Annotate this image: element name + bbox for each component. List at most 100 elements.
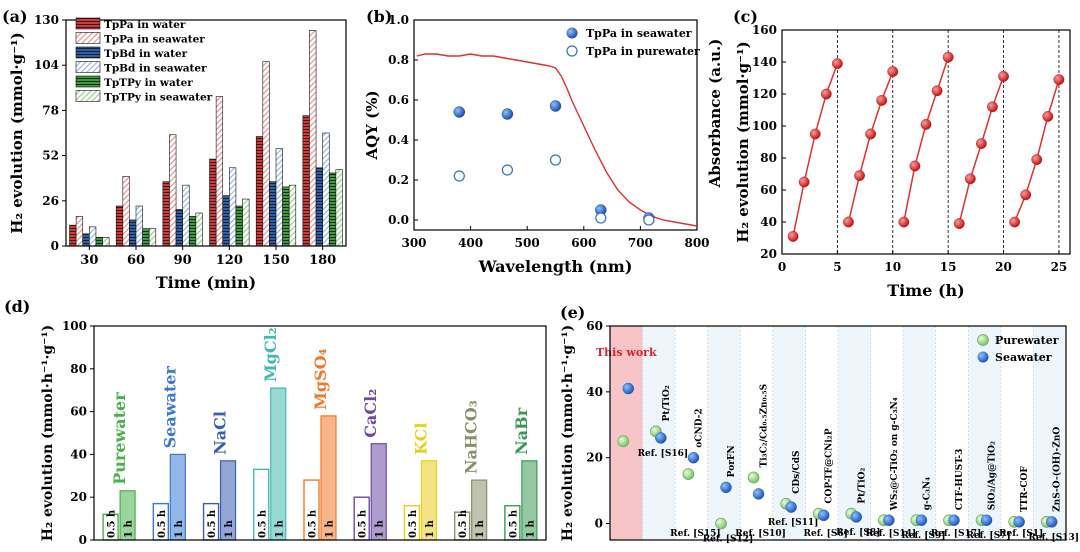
data-point: [898, 216, 910, 228]
bar-tptpy-in-water: [282, 186, 290, 247]
y-axis-title: H₂ evolution (mmol·g⁻¹): [734, 41, 752, 242]
data-point: [964, 173, 976, 185]
x-tick-label: 120: [216, 253, 243, 268]
x-axis-title: Time (h): [887, 281, 964, 300]
bar-label-1h: 1 h: [525, 520, 536, 538]
reference-label: Ref. [S11]: [768, 518, 819, 528]
y-tick-label: 130: [34, 13, 59, 27]
data-point: [1009, 216, 1021, 228]
data-point-seawater: [818, 509, 830, 522]
legend-swatch: [75, 17, 101, 30]
y-tick-label: 0.0: [388, 213, 409, 227]
bar-label-1h: 1 h: [375, 520, 386, 538]
x-tick-label: 150: [262, 253, 289, 268]
bar-tpbd-in-seawater: [229, 167, 237, 247]
column-band: [838, 326, 871, 540]
data-point: [854, 170, 865, 182]
data-point-seawater: [785, 501, 797, 513]
y-axis-title: H₂ evolution (mmol·g⁻¹): [8, 32, 26, 233]
legend-label: Seawater: [995, 351, 1052, 364]
bar-tpbd-in-water: [269, 181, 277, 247]
panel-label: (e): [560, 303, 585, 322]
bar-tptpy-in-seawater: [242, 198, 250, 247]
reference-label: Ref. [S14]: [866, 529, 917, 539]
y-tick-label: 20: [760, 247, 777, 261]
y-tick-label: 100: [752, 119, 777, 133]
bar-label-0-5h: 0.5 h: [107, 509, 118, 538]
material-label: CDs/CdS: [792, 451, 802, 494]
legend-label: TpPa in seawater: [586, 27, 692, 40]
cycle-line: [792, 63, 839, 237]
group-label-nacl: NaCl: [211, 411, 230, 455]
plot-frame: [609, 325, 1067, 541]
legend-label: TpPa in purewater: [586, 45, 700, 58]
panel-c: (c) 0 5 10 15 20 25 20 40 60 80 100 120 140 160 Time (h…: [733, 7, 1071, 300]
column-band: [1000, 326, 1034, 540]
bar-tptpy-in-seawater: [335, 169, 343, 247]
x-tick-label: 20: [995, 260, 1012, 274]
reference-label: Ref. [S1]: [999, 529, 1043, 539]
bar-tptpy-in-water: [188, 216, 197, 247]
group-label-nabr: NaBr: [512, 407, 531, 455]
data-point: [843, 216, 854, 228]
bar-label-1h: 1 h: [325, 520, 336, 538]
x-tick-label: 5: [833, 260, 841, 274]
material-label: g-C₃N₄: [922, 477, 932, 510]
group-label-seawater: Seawater: [160, 366, 179, 449]
bar-tppa-in-seawater: [215, 96, 224, 247]
y-tick-label: 20: [70, 490, 87, 504]
data-point: [887, 66, 899, 78]
data-point-seawater: [948, 514, 960, 526]
bar-label-0-5h: 0.5 h: [358, 509, 369, 538]
x-tick-label: 15: [940, 260, 957, 274]
group-label-mgso4: MgSO₄: [311, 348, 330, 409]
bar-label-0-5h: 0.5 h: [308, 509, 319, 538]
x-axis-title: Wavelength (nm): [478, 257, 633, 276]
data-point-purewater: [595, 212, 607, 224]
column-band: [675, 326, 708, 540]
data-point: [865, 128, 877, 140]
bar-tppa-in-water: [69, 224, 77, 247]
bar-tptpy-in-seawater: [148, 228, 157, 247]
material-label: Pt/TiO₂: [857, 467, 867, 503]
bar-tppa-in-seawater: [309, 30, 317, 247]
legend-label: TpBd in water: [104, 48, 188, 60]
y-tick-label: 120: [752, 87, 777, 101]
reference-label: Ref. [S6]: [804, 529, 848, 539]
x-tick-label: 300: [401, 236, 426, 250]
legend-label: Purewater: [995, 334, 1059, 347]
reference-label: Ref. [S15]: [670, 529, 721, 539]
panel-label: (b): [366, 7, 392, 26]
y-axis-title: AQY (%): [363, 90, 381, 160]
y-tick-label: 78: [42, 103, 59, 117]
x-tick-label: 800: [684, 236, 709, 250]
right-y-axis-title: Absorbance (a.u.): [706, 39, 724, 189]
reference-label: Ref. [S9]: [901, 531, 945, 541]
bar-label-1h: 1 h: [124, 520, 135, 538]
y-tick-label: 104: [34, 58, 59, 72]
legend-label: TpTPy in seawater: [104, 92, 213, 104]
y-tick-label: 1.0: [388, 13, 409, 27]
bar-tpbd-in-water: [175, 209, 183, 247]
data-point: [876, 95, 888, 106]
column-band: [610, 326, 643, 540]
bar-label-0-5h: 0.5 h: [207, 509, 218, 538]
material-label: SiO₂/Ag@TiO₂: [988, 441, 998, 510]
x-tick-label: 90: [174, 253, 192, 268]
y-tick-label: 60: [70, 405, 87, 419]
data-point: [975, 138, 987, 150]
y-tick-label: 20: [586, 451, 603, 465]
data-point: [998, 71, 1009, 82]
data-point: [798, 176, 810, 188]
plot-frame: [93, 325, 547, 541]
data-point-seawater: [1046, 516, 1058, 528]
bar-label-1h: 1 h: [274, 520, 285, 538]
bar-tpbd-in-water: [82, 233, 90, 247]
data-point-seawater: [980, 514, 993, 526]
data-point: [987, 101, 998, 113]
data-point-purewater: [549, 154, 562, 166]
x-tick-label: 30: [80, 253, 98, 268]
bar-label-1h: 1 h: [425, 520, 436, 538]
data-point: [1020, 189, 1032, 201]
data-point: [831, 58, 843, 69]
